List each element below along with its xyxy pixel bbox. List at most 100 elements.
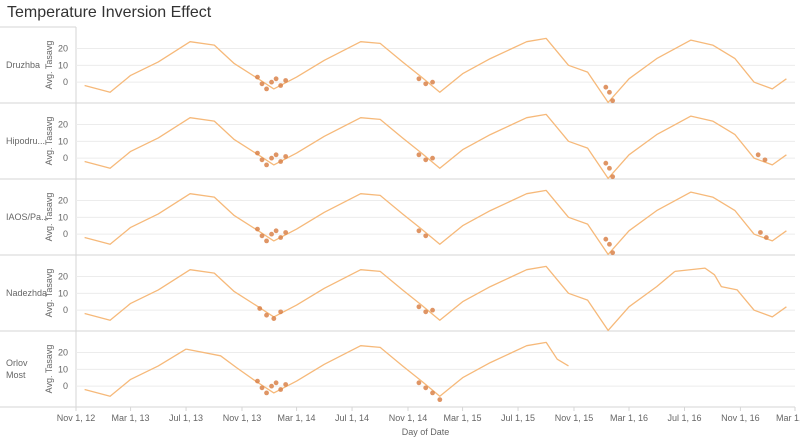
y-tick-label: 0	[63, 153, 68, 163]
inversion-point	[278, 159, 284, 164]
y-tick-label: 10	[58, 60, 68, 70]
inversion-point	[271, 316, 277, 321]
y-tick-label: 10	[58, 364, 68, 374]
inversion-point	[423, 309, 429, 315]
station-label: Most	[6, 370, 26, 380]
station-label: Nadezhda	[6, 288, 47, 298]
x-tick-label: Nov 1, 13	[223, 413, 262, 423]
inversion-point	[264, 312, 269, 318]
inversion-point	[755, 152, 761, 158]
series-line	[84, 37, 787, 104]
inversion-point	[423, 157, 429, 163]
x-tick-label: Nov 1, 12	[57, 413, 96, 423]
y-tick-label: 0	[63, 229, 68, 239]
inversion-point	[264, 86, 269, 92]
inversion-point	[273, 380, 279, 386]
y-tick-label: 10	[58, 288, 68, 298]
inversion-point	[423, 233, 429, 239]
y-axis-title: Avg. Tasavg	[44, 345, 54, 394]
series-line	[84, 113, 787, 180]
y-tick-label: 0	[63, 305, 68, 315]
x-tick-label: Jul 1, 16	[667, 413, 701, 423]
x-tick-label: Jul 1, 15	[501, 413, 535, 423]
inversion-point	[283, 154, 289, 159]
y-tick-label: 10	[58, 136, 68, 146]
inversion-point	[255, 74, 260, 80]
station-label: Druzhba	[6, 60, 40, 70]
inversion-point	[264, 238, 269, 244]
inversion-point	[269, 383, 274, 389]
inversion-point	[259, 81, 265, 87]
inversion-point	[269, 231, 274, 237]
inversion-point	[607, 89, 612, 95]
inversion-point	[416, 380, 422, 386]
inversion-point	[610, 174, 616, 180]
inversion-point	[259, 233, 265, 239]
y-tick-label: 20	[58, 347, 68, 357]
y-tick-label: 20	[58, 271, 68, 281]
series-line	[84, 348, 187, 397]
inversion-point	[269, 79, 274, 85]
inversion-point	[607, 241, 612, 247]
inversion-point	[423, 81, 429, 87]
inversion-point	[259, 157, 265, 163]
series-line	[185, 341, 569, 397]
inversion-point	[437, 397, 443, 403]
inversion-point	[269, 155, 274, 161]
series-line	[84, 189, 787, 256]
inversion-point	[255, 226, 260, 232]
inversion-point	[273, 228, 279, 234]
x-tick-label: Mar 1, 16	[610, 413, 648, 423]
inversion-point	[607, 165, 612, 171]
inversion-point	[283, 78, 289, 83]
inversion-point	[255, 150, 260, 156]
station-label: Hipodru...	[6, 136, 45, 146]
x-tick-label: Mar 1, 15	[444, 413, 482, 423]
inversion-point	[603, 84, 609, 90]
inversion-point	[416, 228, 422, 234]
inversion-point	[416, 304, 422, 310]
inversion-point	[278, 309, 284, 315]
inversion-point	[430, 79, 435, 85]
series-line	[84, 265, 676, 332]
x-axis-title: Day of Date	[402, 427, 450, 437]
inversion-point	[264, 162, 269, 168]
inversion-point	[430, 307, 435, 313]
series-line	[674, 267, 787, 318]
inversion-point	[610, 250, 616, 256]
inversion-point	[278, 387, 284, 392]
inversion-point	[423, 385, 429, 391]
y-tick-label: 20	[58, 195, 68, 205]
inversion-point	[763, 235, 769, 240]
y-tick-label: 10	[58, 212, 68, 222]
y-tick-label: 20	[58, 119, 68, 129]
inversion-point	[255, 378, 260, 384]
inversion-point	[603, 236, 609, 242]
inversion-point	[273, 152, 279, 158]
inversion-point	[278, 235, 284, 240]
inversion-point	[430, 390, 435, 396]
inversion-point	[762, 157, 768, 163]
chart-title: Temperature Inversion Effect	[7, 4, 212, 21]
x-tick-label: Mar 1, 13	[112, 413, 150, 423]
y-axis-title: Avg. Tasavg	[44, 269, 54, 318]
inversion-point	[264, 390, 269, 396]
x-tick-label: Nov 1, 16	[721, 413, 760, 423]
inversion-point	[603, 160, 609, 166]
y-tick-label: 0	[63, 381, 68, 391]
y-tick-label: 0	[63, 77, 68, 87]
y-axis-title: Avg. Tasavg	[44, 117, 54, 166]
x-tick-label: Mar 1, 17	[776, 413, 800, 423]
inversion-point	[283, 230, 289, 235]
x-tick-label: Jul 1, 13	[169, 413, 203, 423]
station-label: Orlov	[6, 358, 28, 368]
y-tick-label: 20	[58, 43, 68, 53]
x-tick-label: Mar 1, 14	[278, 413, 316, 423]
inversion-point	[278, 83, 284, 88]
inversion-point	[259, 385, 265, 391]
x-tick-label: Nov 1, 14	[389, 413, 428, 423]
station-label: IAOS/Pa...	[6, 212, 49, 222]
inversion-point	[273, 76, 279, 82]
x-tick-label: Jul 1, 14	[335, 413, 369, 423]
x-tick-label: Nov 1, 15	[555, 413, 594, 423]
